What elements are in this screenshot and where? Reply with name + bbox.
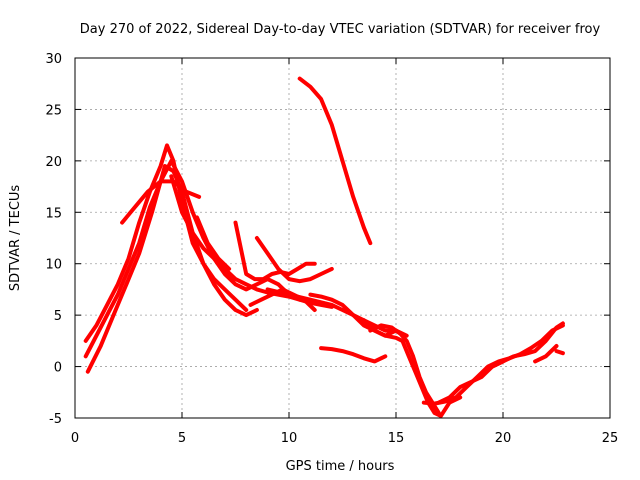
chart-title: Day 270 of 2022, Sidereal Day-to-day VTE…	[80, 22, 601, 37]
series-line-trace-18	[490, 321, 565, 369]
series-line-trace-15	[368, 323, 441, 415]
x-tick-label: 15	[388, 431, 405, 446]
y-tick-label: 30	[45, 52, 62, 67]
y-axis-label: SDTVAR / TECUs	[8, 185, 23, 292]
series-line-trace-7	[233, 220, 317, 282]
y-tick-label: 25	[45, 103, 62, 118]
y-tick-label: 0	[54, 361, 62, 376]
series-line-trace-11	[265, 287, 409, 338]
x-tick-label: 25	[602, 431, 619, 446]
series-line-trace-2	[85, 164, 249, 374]
series-line-trace-19	[533, 344, 559, 364]
x-tick-label: 10	[281, 431, 298, 446]
axis-ticks	[74, 57, 611, 419]
series-line-trace-14	[361, 318, 463, 418]
x-axis-label: GPS time / hours	[286, 459, 395, 474]
x-tick-label: 0	[71, 431, 79, 446]
gridlines	[75, 58, 610, 418]
plot-frame	[74, 57, 611, 419]
y-tick-label: 10	[45, 258, 62, 273]
series-line-trace-13	[319, 346, 388, 364]
y-tick-label: 20	[45, 155, 62, 170]
series-line-trace-3	[83, 158, 313, 359]
x-tick-label: 5	[178, 431, 186, 446]
series-line-trace-20	[554, 349, 565, 356]
data-series	[83, 76, 565, 418]
y-tick-label: -5	[49, 412, 62, 427]
y-tick-label: 15	[45, 206, 62, 221]
x-tick-label: 20	[495, 431, 512, 446]
axis-tick-labels: 0 5 10 15 20 25 -5 0 5 10 15 20 25 30	[45, 52, 618, 446]
series-line-trace-8	[254, 236, 334, 284]
y-tick-label: 5	[54, 309, 62, 324]
series-line-trace-1	[83, 143, 259, 343]
series-line-trace-6	[195, 215, 232, 271]
series-line-trace-4	[120, 179, 202, 225]
series-line-trace-10	[297, 76, 373, 246]
